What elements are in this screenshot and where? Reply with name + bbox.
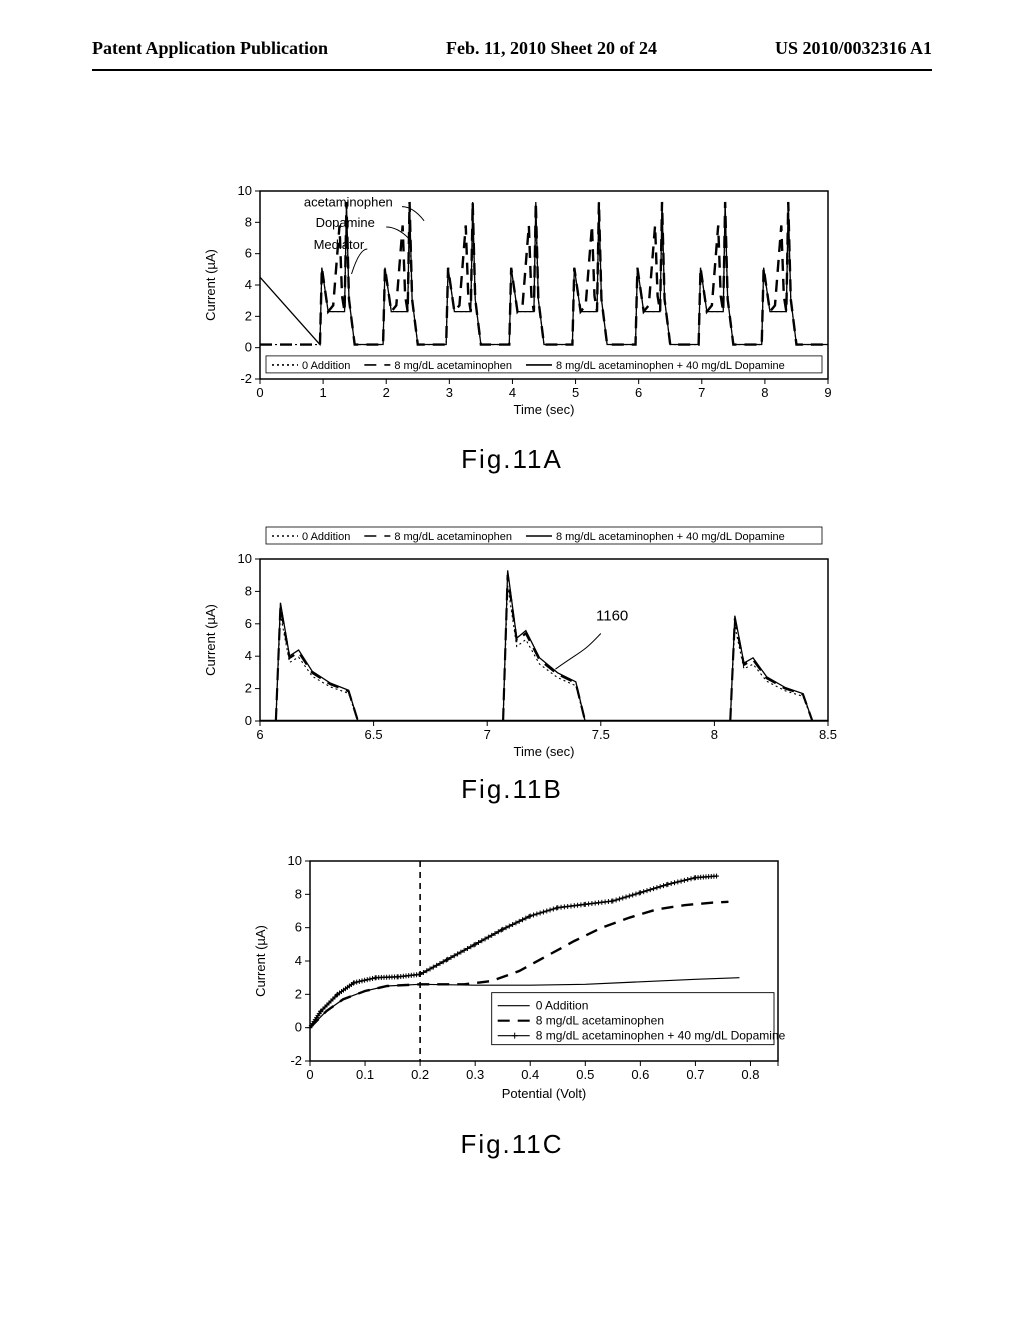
svg-text:8 mg/dL acetaminophen + 40 mg/: 8 mg/dL acetaminophen + 40 mg/dL Dopamin… [556, 531, 785, 543]
svg-text:7.5: 7.5 [592, 727, 610, 742]
svg-text:5: 5 [572, 385, 579, 400]
svg-text:8 mg/dL acetaminophen + 40 mg/: 8 mg/dL acetaminophen + 40 mg/dL Dopamin… [556, 360, 785, 372]
svg-text:8: 8 [761, 385, 768, 400]
svg-text:0.1: 0.1 [356, 1067, 374, 1082]
svg-text:0: 0 [306, 1067, 313, 1082]
page-header: Patent Application Publication Feb. 11, … [0, 0, 1024, 65]
chart-11a: 0 1 2 3 4 5 6 7 8 9 -2 0 2 4 6 8 10 Time (sec) Current (µA… [182, 181, 842, 446]
svg-text:8: 8 [711, 727, 718, 742]
figure-11b: 0 Addition 8 mg/dL acetaminophen 8 mg/dL a… [0, 521, 1024, 805]
svg-text:1160: 1160 [596, 608, 628, 625]
svg-text:Current (µA): Current (µA) [203, 604, 218, 676]
svg-text:0.4: 0.4 [521, 1067, 539, 1082]
chart-11b: 0 Addition 8 mg/dL acetaminophen 8 mg/dL a… [182, 521, 842, 776]
svg-text:2: 2 [295, 986, 302, 1001]
svg-text:8: 8 [245, 214, 252, 229]
svg-text:6: 6 [245, 616, 252, 631]
svg-text:-2: -2 [240, 371, 252, 386]
svg-text:4: 4 [509, 385, 516, 400]
svg-text:4: 4 [245, 648, 252, 663]
figure-11c: 0 0.1 0.2 0.3 0.4 0.5 0.6 0.7 0.8 -2 0 2 4 6 8 10 Potent… [0, 851, 1024, 1160]
caption-11c: Fig.11C [0, 1129, 1024, 1160]
svg-text:Current (µA): Current (µA) [253, 925, 268, 997]
svg-text:8: 8 [295, 886, 302, 901]
svg-text:2: 2 [383, 385, 390, 400]
svg-text:Mediator: Mediator [314, 237, 365, 252]
svg-text:0.5: 0.5 [576, 1067, 594, 1082]
svg-text:9: 9 [824, 385, 831, 400]
svg-text:4: 4 [295, 953, 302, 968]
svg-text:2: 2 [245, 308, 252, 323]
svg-text:Time (sec): Time (sec) [514, 402, 575, 417]
header-center: Feb. 11, 2010 Sheet 20 of 24 [446, 38, 657, 59]
svg-text:8: 8 [245, 583, 252, 598]
svg-text:Current (µA): Current (µA) [203, 249, 218, 321]
svg-text:0 Addition: 0 Addition [536, 999, 589, 1013]
svg-text:-2: -2 [290, 1053, 302, 1068]
page: Patent Application Publication Feb. 11, … [0, 0, 1024, 1160]
svg-text:0.8: 0.8 [741, 1067, 759, 1082]
svg-text:8 mg/dL acetaminophen: 8 mg/dL acetaminophen [536, 1014, 664, 1028]
svg-text:0.2: 0.2 [411, 1067, 429, 1082]
svg-text:0: 0 [256, 385, 263, 400]
svg-text:4: 4 [245, 277, 252, 292]
svg-text:10: 10 [238, 183, 252, 198]
svg-text:Time (sec): Time (sec) [514, 744, 575, 759]
svg-text:10: 10 [288, 853, 302, 868]
svg-text:6: 6 [635, 385, 642, 400]
svg-text:8 mg/dL acetaminophen + 40 mg/: 8 mg/dL acetaminophen + 40 mg/dL Dopamin… [536, 1029, 786, 1043]
caption-11b: Fig.11B [0, 774, 1024, 805]
chart-11c: 0 0.1 0.2 0.3 0.4 0.5 0.6 0.7 0.8 -2 0 2 4 6 8 10 Potent… [232, 851, 792, 1131]
svg-text:8 mg/dL acetaminophen: 8 mg/dL acetaminophen [394, 531, 512, 543]
svg-text:0.6: 0.6 [631, 1067, 649, 1082]
svg-text:Potential (Volt): Potential (Volt) [502, 1086, 587, 1101]
svg-text:0.7: 0.7 [686, 1067, 704, 1082]
svg-text:2: 2 [245, 681, 252, 696]
svg-text:Dopamine: Dopamine [316, 215, 375, 230]
svg-text:6.5: 6.5 [365, 727, 383, 742]
caption-11a: Fig.11A [0, 444, 1024, 475]
svg-text:acetaminophen: acetaminophen [304, 195, 393, 210]
svg-text:8 mg/dL acetaminophen: 8 mg/dL acetaminophen [394, 360, 512, 372]
svg-text:6: 6 [245, 246, 252, 261]
svg-text:0 Addition: 0 Addition [302, 531, 350, 543]
svg-text:10: 10 [238, 551, 252, 566]
header-left: Patent Application Publication [92, 38, 328, 59]
svg-text:1: 1 [319, 385, 326, 400]
svg-text:6: 6 [295, 920, 302, 935]
svg-text:0 Addition: 0 Addition [302, 360, 350, 372]
svg-text:7: 7 [484, 727, 491, 742]
svg-text:0: 0 [245, 713, 252, 728]
svg-text:0: 0 [295, 1020, 302, 1035]
figure-11a: 0 1 2 3 4 5 6 7 8 9 -2 0 2 4 6 8 10 Time (sec) Current (µA… [0, 181, 1024, 475]
svg-text:3: 3 [446, 385, 453, 400]
svg-text:6: 6 [256, 727, 263, 742]
svg-text:7: 7 [698, 385, 705, 400]
svg-text:0: 0 [245, 340, 252, 355]
header-right: US 2010/0032316 A1 [775, 38, 932, 59]
svg-text:8.5: 8.5 [819, 727, 837, 742]
figures: 0 1 2 3 4 5 6 7 8 9 -2 0 2 4 6 8 10 Time (sec) Current (µA… [0, 71, 1024, 1160]
svg-text:0.3: 0.3 [466, 1067, 484, 1082]
